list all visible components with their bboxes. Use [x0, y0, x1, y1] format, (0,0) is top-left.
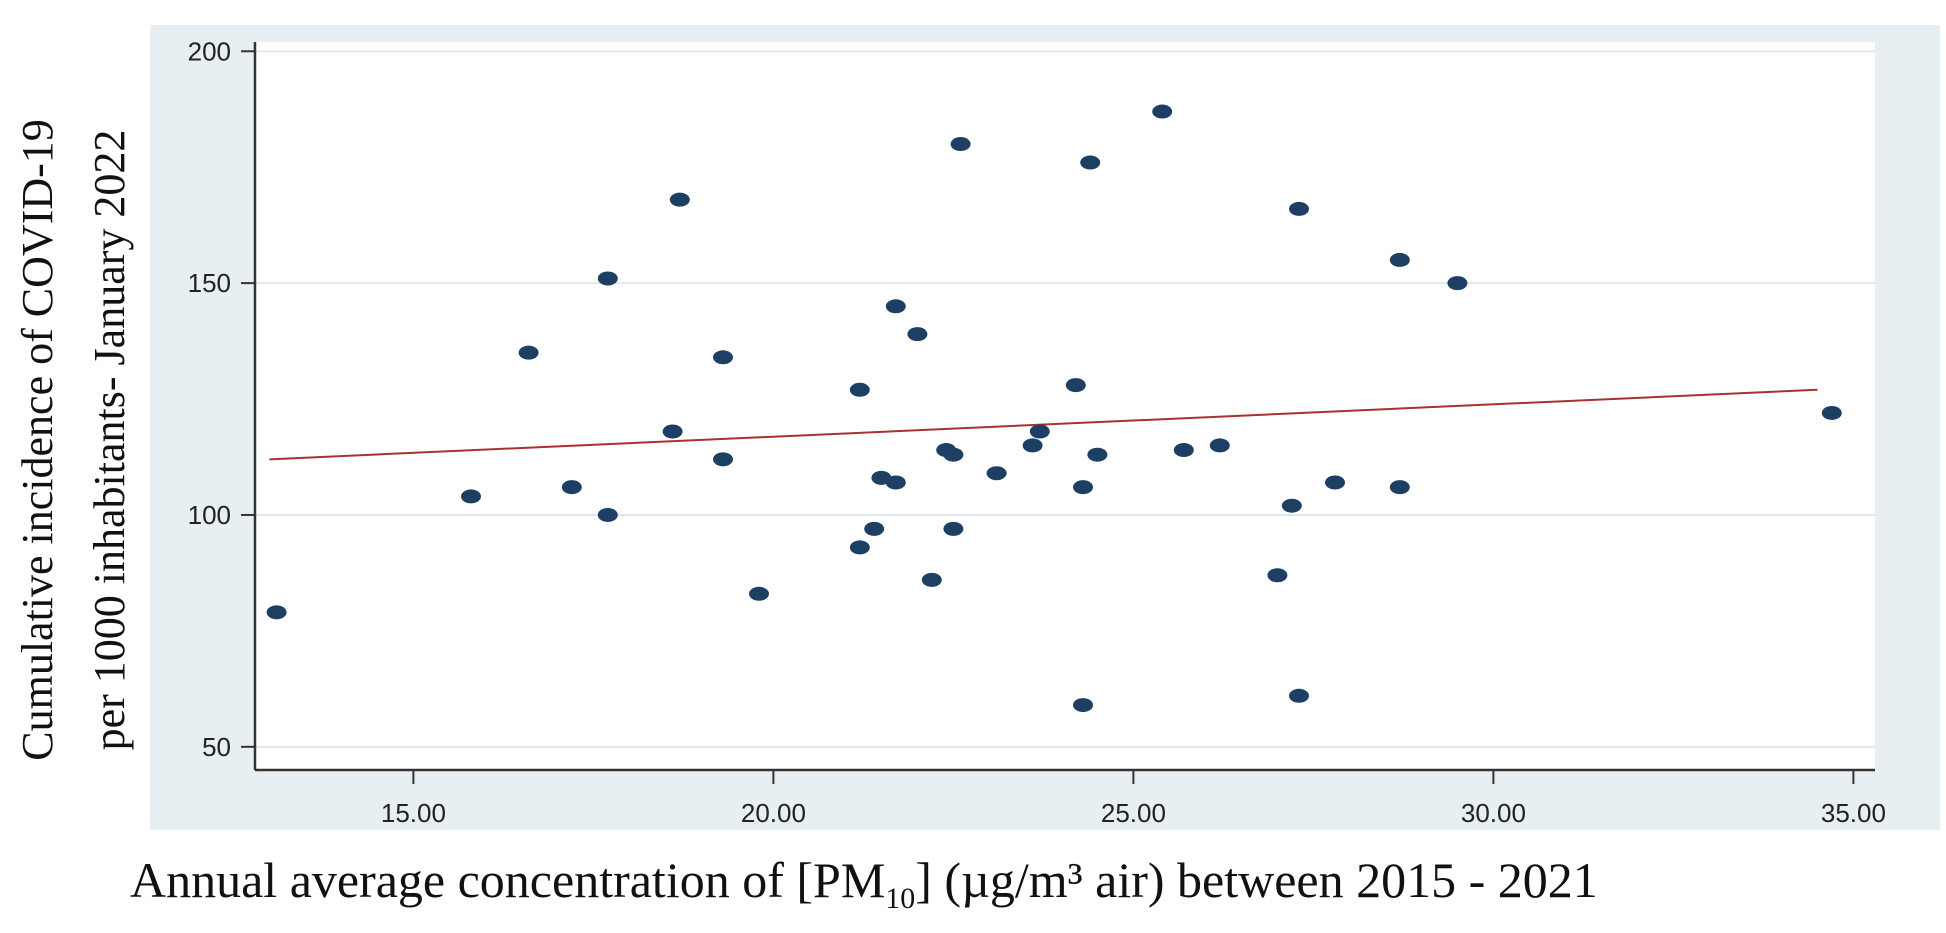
- x-tick-label: 15.00: [381, 798, 446, 828]
- y-tick-label: 200: [188, 36, 231, 66]
- x-tick-label: 30.00: [1461, 798, 1526, 828]
- data-point: [1173, 443, 1194, 458]
- data-point: [461, 489, 481, 504]
- data-point: [662, 424, 683, 439]
- data-point: [1073, 480, 1093, 495]
- x-tick-label: 20.00: [741, 798, 806, 828]
- axes: [253, 42, 1875, 772]
- data-point: [1267, 568, 1288, 583]
- data-point: [1022, 438, 1043, 453]
- data-point: [1152, 104, 1173, 119]
- data-point: [713, 452, 733, 467]
- data-point: [907, 327, 928, 342]
- x-tick-label: 35.00: [1821, 798, 1886, 828]
- y-axis-title: Cumulative incidence of COVID-19 per 1000…: [13, 119, 134, 761]
- data-point: [1087, 447, 1108, 462]
- data-point: [950, 137, 971, 152]
- y-axis-title-line: Cumulative incidence of COVID-19: [13, 119, 62, 761]
- data-point: [885, 475, 906, 490]
- data-point: [518, 345, 539, 360]
- data-point: [1447, 276, 1468, 291]
- y-axis-title-text: Cumulative incidence of COVID-19 per 1000…: [13, 119, 134, 761]
- data-point: [1821, 405, 1842, 420]
- data-point: [1289, 201, 1309, 216]
- data-point: [943, 447, 964, 462]
- data-point: [1065, 378, 1086, 393]
- data-point: [1389, 480, 1410, 495]
- data-point: [1389, 252, 1410, 267]
- data-points: [266, 104, 1842, 713]
- data-point: [1209, 438, 1230, 453]
- data-point: [849, 540, 870, 555]
- data-point: [1073, 698, 1093, 713]
- plot-area: [255, 42, 1875, 770]
- data-point: [885, 299, 906, 314]
- data-point: [597, 507, 618, 522]
- data-point: [1325, 475, 1345, 490]
- data-point: [1029, 424, 1050, 439]
- x-axis-title: Annual average concentration of [PM10] (…: [130, 855, 1930, 914]
- data-point: [561, 480, 582, 495]
- data-point: [266, 605, 287, 620]
- y-axis-title-line: per 1000 inhabitants- January 2022: [85, 130, 134, 751]
- data-point: [921, 572, 942, 587]
- data-point: [943, 521, 964, 536]
- x-axis-title-subscript: 10: [885, 882, 916, 915]
- data-point: [713, 350, 733, 365]
- data-point: [669, 192, 690, 207]
- x-axis-title-part1: Annual average concentration of [PM: [130, 852, 886, 908]
- y-tick-label: 50: [202, 732, 231, 762]
- x-ticks: 15.00 20.00 25.00 30.00 35.00: [381, 770, 1886, 828]
- data-point: [597, 271, 618, 286]
- data-point: [986, 466, 1007, 481]
- y-tick-label: 100: [188, 500, 231, 530]
- data-point: [864, 521, 885, 536]
- x-tick-label: 25.00: [1101, 798, 1166, 828]
- data-point: [1080, 155, 1101, 170]
- data-point: [1289, 688, 1309, 703]
- data-point: [749, 586, 769, 601]
- data-point: [1281, 498, 1302, 513]
- grid-lines: [255, 50, 1875, 748]
- x-axis-title-part2: ] (µg/m³ air) between 2015 - 2021: [915, 852, 1598, 908]
- fit-line: [269, 388, 1818, 461]
- y-ticks: 50 100 150 200: [188, 36, 255, 762]
- fit-line-group: [269, 388, 1818, 461]
- data-point: [849, 382, 870, 397]
- y-tick-label: 150: [188, 268, 231, 298]
